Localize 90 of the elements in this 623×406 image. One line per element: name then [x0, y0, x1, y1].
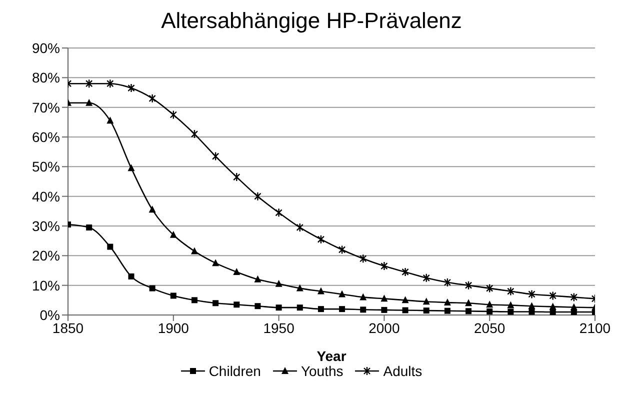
point [486, 300, 494, 308]
point [507, 286, 514, 296]
point [296, 222, 304, 232]
y-tick-label: 90% [32, 40, 60, 56]
point [549, 302, 556, 310]
point [486, 308, 493, 314]
x-axis-title: Year [316, 348, 347, 364]
point [275, 280, 282, 287]
point [550, 309, 556, 315]
x-tick-label: 2100 [579, 320, 611, 336]
point [275, 208, 282, 218]
point [170, 230, 177, 238]
point [338, 290, 346, 298]
point [402, 267, 409, 277]
x-tick-label: 2000 [368, 320, 400, 336]
point [254, 303, 261, 310]
point [402, 307, 408, 314]
point [317, 287, 324, 294]
point [423, 308, 430, 314]
point [338, 245, 346, 254]
point [486, 284, 494, 293]
point [380, 261, 388, 271]
point [254, 275, 262, 282]
point [444, 278, 452, 287]
point [212, 300, 219, 306]
y-tick-label: 60% [32, 128, 60, 145]
x-tick-label: 1950 [263, 320, 295, 336]
point [85, 79, 93, 88]
point [360, 306, 366, 313]
point [106, 79, 114, 88]
point [128, 83, 135, 93]
point [190, 247, 198, 254]
y-tick-label: 10% [32, 277, 60, 294]
point [549, 291, 556, 300]
point [170, 292, 176, 299]
y-tick-label: 70% [32, 99, 60, 116]
point [190, 129, 198, 139]
point [465, 299, 472, 306]
point [507, 301, 514, 308]
x-tick-label: 2050 [474, 320, 506, 336]
point [128, 273, 134, 280]
point [464, 280, 472, 290]
point [444, 298, 451, 306]
point [191, 297, 198, 304]
point [106, 116, 114, 124]
point [170, 110, 177, 120]
y-tick-label: 80% [32, 70, 60, 86]
point [528, 302, 536, 310]
y-tick-label: 50% [32, 158, 60, 175]
point [570, 292, 578, 302]
point [128, 164, 135, 172]
point [360, 254, 367, 264]
point [276, 304, 282, 311]
point [318, 306, 324, 312]
point [107, 244, 114, 250]
point [149, 285, 156, 292]
x-tick-label: 1900 [158, 320, 190, 336]
point [233, 268, 240, 275]
point [466, 308, 472, 314]
point [422, 298, 430, 305]
y-tick-label: 30% [32, 218, 60, 234]
point [234, 302, 240, 308]
point [317, 234, 325, 244]
y-tick-label: 40% [32, 188, 60, 204]
point [212, 152, 220, 161]
point [528, 290, 536, 299]
point [528, 308, 535, 315]
point [296, 284, 304, 292]
point [444, 308, 450, 314]
y-tick-label: 20% [32, 248, 60, 264]
chart-title: Altersabhängige HP-Prävalenz [160, 8, 463, 35]
point [86, 224, 92, 230]
point [86, 98, 93, 106]
legend-label: Adults [383, 363, 422, 379]
point [148, 94, 156, 104]
point [233, 172, 240, 182]
point [148, 206, 156, 213]
point [380, 294, 388, 302]
legend-label: Children [208, 363, 261, 379]
point [212, 259, 220, 266]
point [254, 192, 262, 201]
point [402, 296, 409, 304]
point [570, 303, 578, 310]
point [296, 304, 303, 311]
point [508, 308, 514, 315]
point [339, 306, 346, 312]
point [422, 273, 430, 283]
point [360, 293, 367, 300]
point [381, 306, 388, 313]
legend-label: Youths [300, 363, 344, 379]
